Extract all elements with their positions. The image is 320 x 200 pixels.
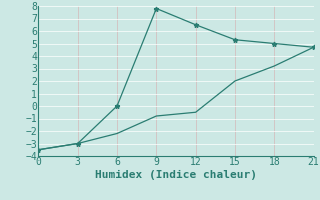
X-axis label: Humidex (Indice chaleur): Humidex (Indice chaleur)	[95, 170, 257, 180]
